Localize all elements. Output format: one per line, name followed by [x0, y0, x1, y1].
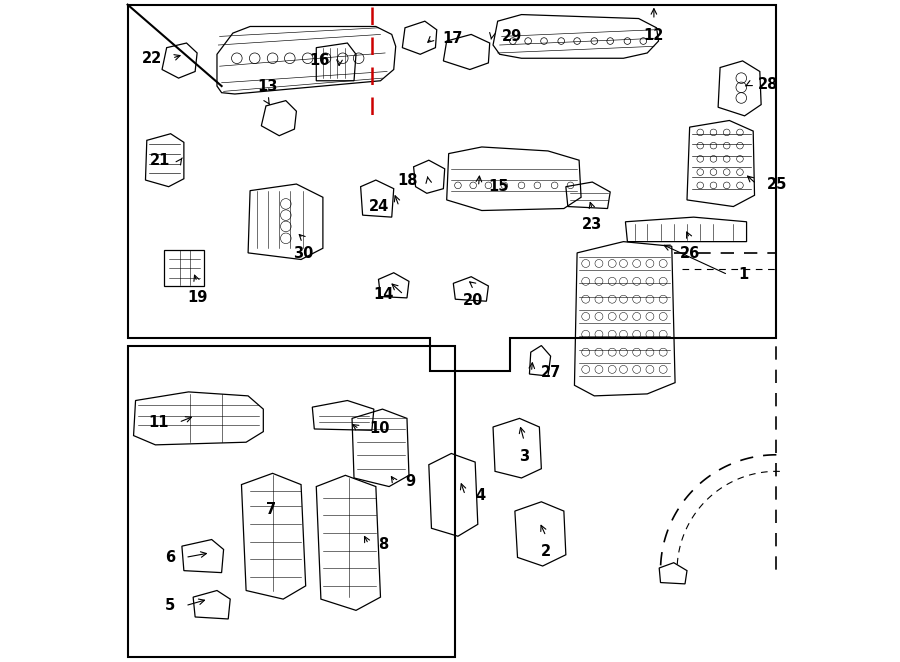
Text: 19: 19	[187, 290, 207, 305]
Text: 23: 23	[582, 217, 602, 232]
Text: 25: 25	[767, 177, 787, 191]
Text: 3: 3	[519, 449, 529, 464]
Text: 12: 12	[644, 28, 664, 43]
Text: 24: 24	[369, 199, 389, 214]
Text: 15: 15	[489, 179, 508, 194]
Text: 1: 1	[738, 267, 748, 282]
Text: 16: 16	[309, 54, 329, 68]
Text: 7: 7	[266, 502, 276, 517]
Text: 4: 4	[475, 488, 485, 502]
Text: 22: 22	[142, 51, 162, 66]
Text: 9: 9	[405, 475, 415, 489]
Text: 8: 8	[379, 537, 389, 551]
Text: 14: 14	[374, 287, 393, 302]
Text: 17: 17	[442, 31, 463, 46]
Text: 5: 5	[165, 598, 176, 613]
Text: 28: 28	[758, 77, 778, 92]
Text: 26: 26	[680, 246, 700, 261]
Text: 21: 21	[150, 153, 171, 167]
Text: 20: 20	[463, 293, 483, 308]
Text: 29: 29	[501, 29, 522, 44]
Text: 2: 2	[541, 544, 551, 559]
Text: 10: 10	[369, 422, 390, 436]
Text: 11: 11	[148, 415, 168, 430]
Text: 13: 13	[257, 79, 278, 94]
Text: 6: 6	[165, 550, 176, 565]
Text: 18: 18	[398, 173, 418, 187]
Text: 27: 27	[542, 365, 562, 379]
Text: 30: 30	[292, 246, 313, 261]
